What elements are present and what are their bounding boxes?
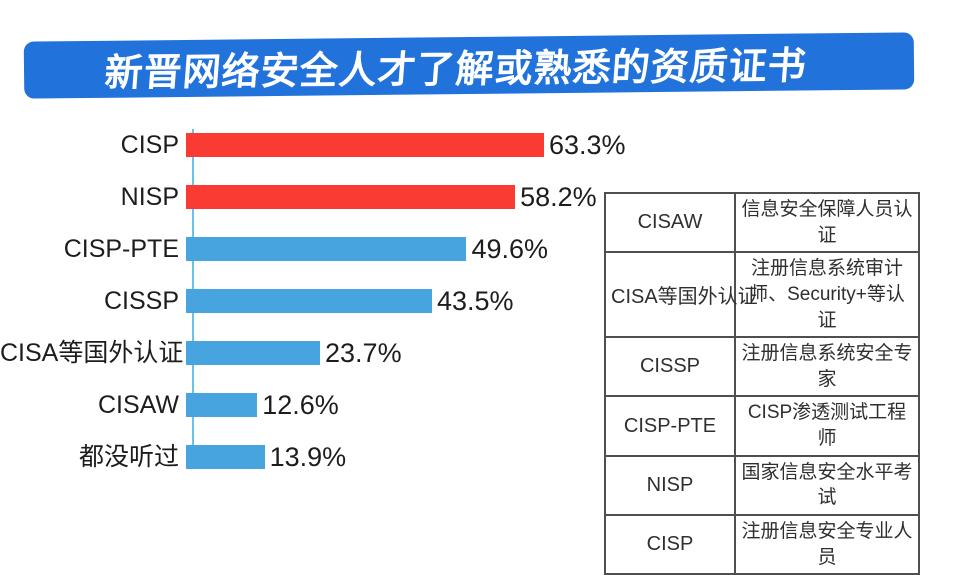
bar-chart: CISP 63.3% NISP 58.2% CISP-PTE 49.6% CISSP 43.5… — [0, 125, 626, 477]
bar-row: CISP-PTE 49.6% — [0, 229, 548, 269]
cert-abbr-cell: NISP — [604, 454, 736, 517]
category-label: 都没听过 — [78, 443, 179, 471]
cert-abbr-cell: CISA等国外认证 — [604, 251, 758, 339]
bar — [186, 237, 467, 261]
bar-row: CISA等国外认证 23.7% — [0, 333, 402, 373]
bar — [186, 289, 432, 313]
value-label: 12.6% — [262, 389, 339, 420]
bar — [186, 341, 321, 365]
cert-fullname-cell: 注册信息系统审计师、Security+等认证 — [734, 251, 920, 339]
cert-fullname-cell: 国家信息安全水平考试 — [734, 454, 920, 517]
table-row: NISP 国家信息安全水平考试 — [604, 454, 920, 517]
table-row: CISP-PTE CISP渗透测试工程师 — [604, 395, 920, 457]
table-row: CISP 注册信息安全专业人员 — [604, 514, 920, 575]
value-label: 63.3% — [548, 129, 626, 160]
cert-fullname-cell: 信息安全保障人员认证 — [734, 191, 920, 254]
infographic-canvas: 新晋网络安全人才了解或熟悉的资质证书 CISP 63.3% NISP 58.2% CIS… — [0, 32, 920, 575]
value-label: 43.5% — [436, 285, 514, 316]
bar-row: CISP 63.3% — [0, 125, 626, 165]
table-row: CISAW 信息安全保障人员认证 — [604, 191, 920, 254]
category-label: CISA等国外认证 — [0, 339, 184, 367]
category-label: CISP-PTE — [63, 235, 179, 263]
bar-row: CISAW 12.6% — [0, 385, 339, 425]
value-label: 13.9% — [269, 441, 347, 472]
cert-abbr-cell: CISP — [604, 514, 736, 575]
bar-row: CISSP 43.5% — [0, 281, 514, 321]
table-row: CISA等国外认证 注册信息系统审计师、Security+等认证 — [604, 251, 920, 339]
bar — [186, 393, 258, 417]
cert-abbr-cell: CISAW — [604, 191, 736, 254]
category-label: CISP — [120, 131, 179, 159]
bar — [186, 133, 544, 157]
value-label: 23.7% — [325, 337, 402, 368]
cert-abbr-cell: CISSP — [604, 336, 736, 398]
certification-legend-table: CISAW 信息安全保障人员认证 CISA等国外认证 注册信息系统审计师、Securi… — [604, 191, 920, 575]
value-label: 49.6% — [471, 233, 549, 264]
cert-fullname-cell: CISP渗透测试工程师 — [734, 395, 920, 457]
category-label: CISAW — [97, 391, 179, 419]
cert-fullname-cell: 注册信息安全专业人员 — [734, 514, 920, 575]
bar — [186, 445, 265, 469]
legend-table-body: CISAW 信息安全保障人员认证 CISA等国外认证 注册信息系统审计师、Securi… — [604, 191, 920, 575]
bar-row: 都没听过 13.9% — [0, 437, 346, 477]
value-label: 58.2% — [520, 181, 597, 212]
bar-row: NISP 58.2% — [0, 177, 597, 217]
cert-abbr-cell: CISP-PTE — [604, 395, 736, 457]
cert-fullname-cell: 注册信息系统安全专家 — [734, 336, 920, 398]
category-label: NISP — [120, 183, 179, 211]
bar — [186, 185, 516, 209]
category-label: CISSP — [103, 287, 179, 315]
table-row: CISSP 注册信息系统安全专家 — [604, 336, 920, 398]
